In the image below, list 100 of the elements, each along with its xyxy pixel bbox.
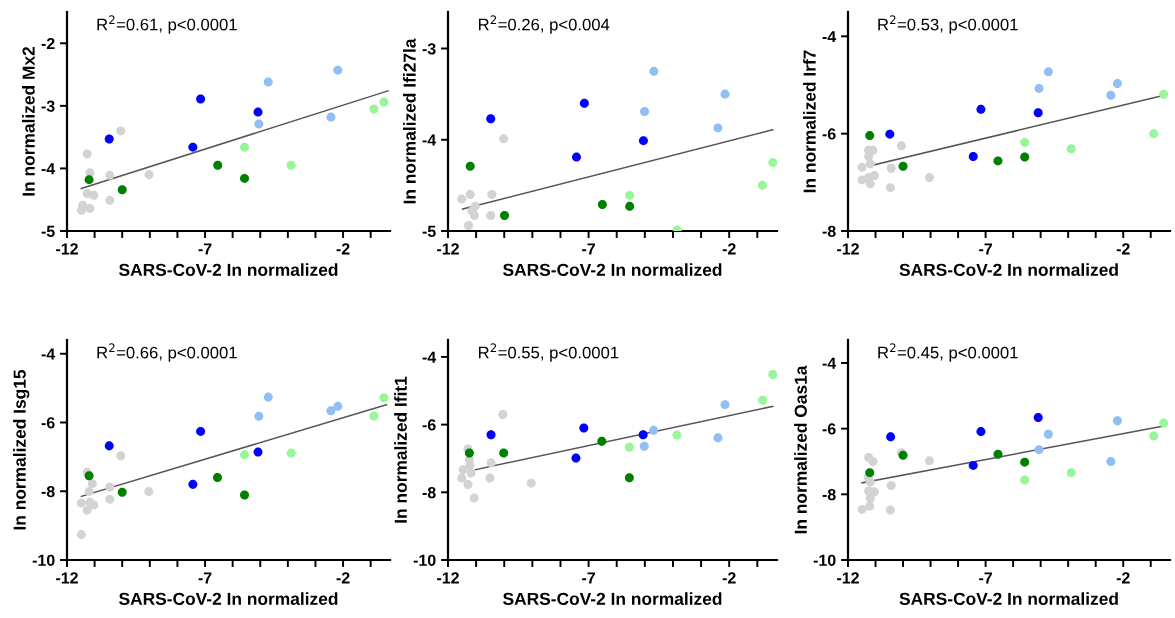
point bbox=[89, 190, 99, 200]
x-tick-label: -7 bbox=[198, 572, 212, 584]
point bbox=[713, 123, 723, 133]
point bbox=[212, 473, 222, 482]
point bbox=[1020, 457, 1030, 467]
point bbox=[253, 107, 263, 117]
point bbox=[720, 89, 730, 99]
point bbox=[1033, 108, 1043, 118]
point bbox=[868, 456, 878, 466]
point bbox=[638, 136, 648, 146]
x-tick-label: -2 bbox=[336, 572, 350, 584]
y-tick-label: -10 bbox=[32, 554, 55, 566]
point bbox=[466, 468, 476, 478]
point bbox=[865, 468, 875, 478]
point bbox=[117, 185, 127, 195]
annotation: R$^{2}$=0.55, p<0.0001 bbox=[478, 343, 619, 362]
x-tick-label: -12 bbox=[837, 572, 859, 584]
point bbox=[105, 170, 115, 180]
x-tick-label: -7 bbox=[979, 572, 993, 584]
point bbox=[713, 433, 723, 443]
x-tick-label: -2 bbox=[336, 243, 350, 255]
point bbox=[286, 160, 296, 170]
point bbox=[624, 442, 634, 452]
point bbox=[1043, 67, 1053, 77]
x-tick-label: -12 bbox=[837, 243, 859, 255]
y-tick-label: -6 bbox=[41, 417, 55, 429]
point bbox=[1112, 416, 1122, 426]
point bbox=[487, 190, 497, 199]
point bbox=[886, 163, 896, 173]
point bbox=[498, 409, 508, 419]
point bbox=[1020, 475, 1030, 485]
point bbox=[263, 77, 273, 87]
point bbox=[976, 104, 986, 114]
point bbox=[84, 175, 94, 185]
point bbox=[254, 411, 264, 421]
point bbox=[1159, 418, 1169, 428]
point bbox=[84, 487, 94, 497]
point bbox=[924, 172, 934, 182]
point bbox=[993, 156, 1003, 166]
point bbox=[1149, 129, 1159, 139]
x-tick-label: -12 bbox=[437, 572, 459, 584]
y-tick-label: -5 bbox=[41, 225, 55, 237]
point bbox=[104, 441, 114, 451]
point bbox=[1066, 144, 1076, 154]
point bbox=[188, 479, 198, 489]
point bbox=[87, 479, 97, 489]
x-tick-label: -2 bbox=[722, 243, 736, 255]
point bbox=[1020, 137, 1030, 147]
y-tick-label: -4 bbox=[41, 163, 56, 175]
point bbox=[1106, 90, 1116, 100]
point bbox=[240, 490, 250, 500]
point bbox=[76, 498, 86, 508]
x-tick-label: -12 bbox=[437, 243, 459, 255]
point bbox=[196, 426, 206, 436]
point bbox=[85, 497, 95, 507]
point bbox=[720, 400, 730, 410]
point bbox=[869, 171, 879, 181]
point bbox=[500, 210, 510, 220]
y-tick-label: -3 bbox=[422, 43, 436, 55]
point bbox=[968, 152, 978, 162]
point bbox=[886, 480, 896, 490]
point bbox=[865, 179, 875, 189]
y-axis-title: In normalized Irf7 bbox=[803, 50, 816, 193]
annotation: R$^{2}$=0.61, p<0.0001 bbox=[97, 15, 237, 34]
point bbox=[240, 173, 250, 183]
point bbox=[499, 134, 509, 144]
x-tick-label: -2 bbox=[722, 572, 736, 584]
point bbox=[464, 448, 474, 458]
y-axis-title: In normalized Isg15 bbox=[13, 369, 30, 530]
y-axis-title: In normalized Ifit1 bbox=[394, 376, 407, 523]
point bbox=[649, 66, 659, 76]
annotation: R$^{2}$=0.53, p<0.0001 bbox=[878, 15, 1018, 34]
point bbox=[82, 505, 92, 515]
point bbox=[240, 142, 250, 152]
point bbox=[924, 456, 934, 466]
point bbox=[526, 478, 536, 488]
point bbox=[253, 447, 263, 457]
point bbox=[105, 494, 115, 504]
point bbox=[457, 194, 467, 204]
point bbox=[639, 441, 649, 451]
point bbox=[885, 129, 895, 139]
point bbox=[865, 159, 875, 169]
point bbox=[464, 221, 474, 231]
point bbox=[485, 473, 495, 483]
y-tick-label: -6 bbox=[822, 423, 836, 435]
point bbox=[898, 161, 908, 171]
x-axis-title: SARS-CoV-2 In normalized bbox=[899, 263, 1118, 276]
point bbox=[865, 501, 875, 511]
point bbox=[84, 471, 94, 481]
point bbox=[326, 406, 336, 416]
point bbox=[196, 94, 206, 104]
y-tick-label: -8 bbox=[41, 485, 55, 498]
y-axis-title: In normalized Mx2 bbox=[22, 46, 35, 196]
point bbox=[369, 411, 379, 421]
point bbox=[465, 161, 475, 171]
point bbox=[263, 392, 273, 402]
point bbox=[105, 195, 115, 205]
x-axis-title: SARS-CoV-2 In normalized bbox=[503, 592, 722, 605]
point bbox=[1066, 468, 1076, 478]
point bbox=[369, 104, 379, 114]
